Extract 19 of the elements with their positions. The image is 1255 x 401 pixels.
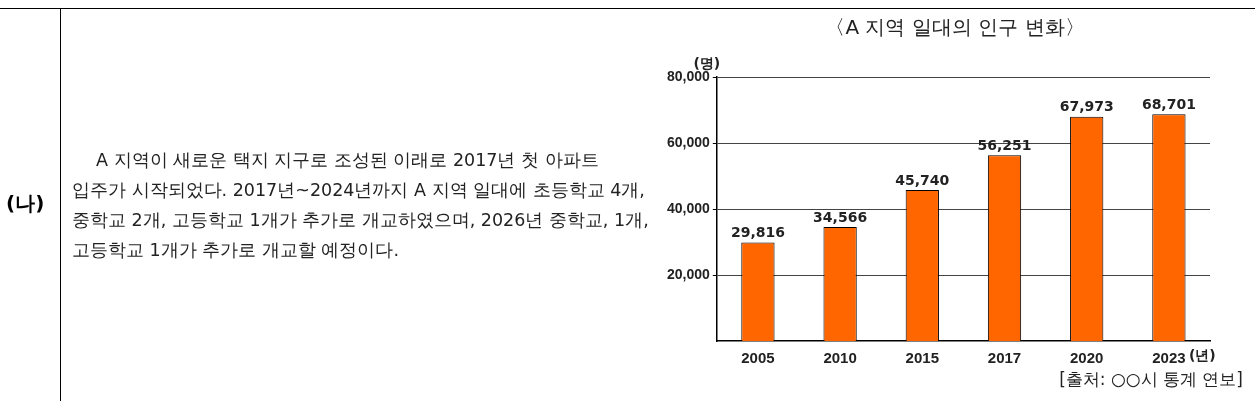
- data-label: 67,973: [1059, 98, 1114, 115]
- x-tick-label: 2017: [987, 349, 1022, 367]
- x-tick-label: 2010: [823, 349, 857, 367]
- text: (나): [6, 190, 45, 217]
- data-label: 68,701: [1141, 95, 1196, 112]
- y-tick-label: 60,000: [666, 133, 711, 150]
- y-tick-label: 20,000: [666, 265, 711, 282]
- x-axis-title: (년): [1188, 346, 1216, 363]
- data-label: 29,816: [730, 224, 785, 241]
- text: [출처: ○○시 통계 연보]: [1059, 368, 1243, 391]
- x-tick-label: 2005: [741, 349, 775, 367]
- data-label: 45,740: [895, 171, 950, 188]
- chart-title: 〈A 지역 일대의 인구 변화〉: [824, 14, 1086, 41]
- x-tick-label: 2020: [1070, 349, 1104, 367]
- y-tick-label: 40,000: [666, 199, 711, 216]
- text: A 지역이 새로운 택지 지구로 조성된 이래로 2017년 첫 아파트 입주가 시작되었다. 2017년~2024년까지 A 지역 일대에 초등학교 4개, 중학교 2개, 고등학교 1개가 추가로 개교하였으며, 2026년 중학교, 1개, 고등학교 1개가 추가로 개교할 예정이다.: [72, 149, 650, 262]
- x-tick-label: 2015: [905, 349, 939, 367]
- data-label: 34,566: [813, 208, 868, 225]
- x-tick-label: 2023: [1152, 349, 1186, 367]
